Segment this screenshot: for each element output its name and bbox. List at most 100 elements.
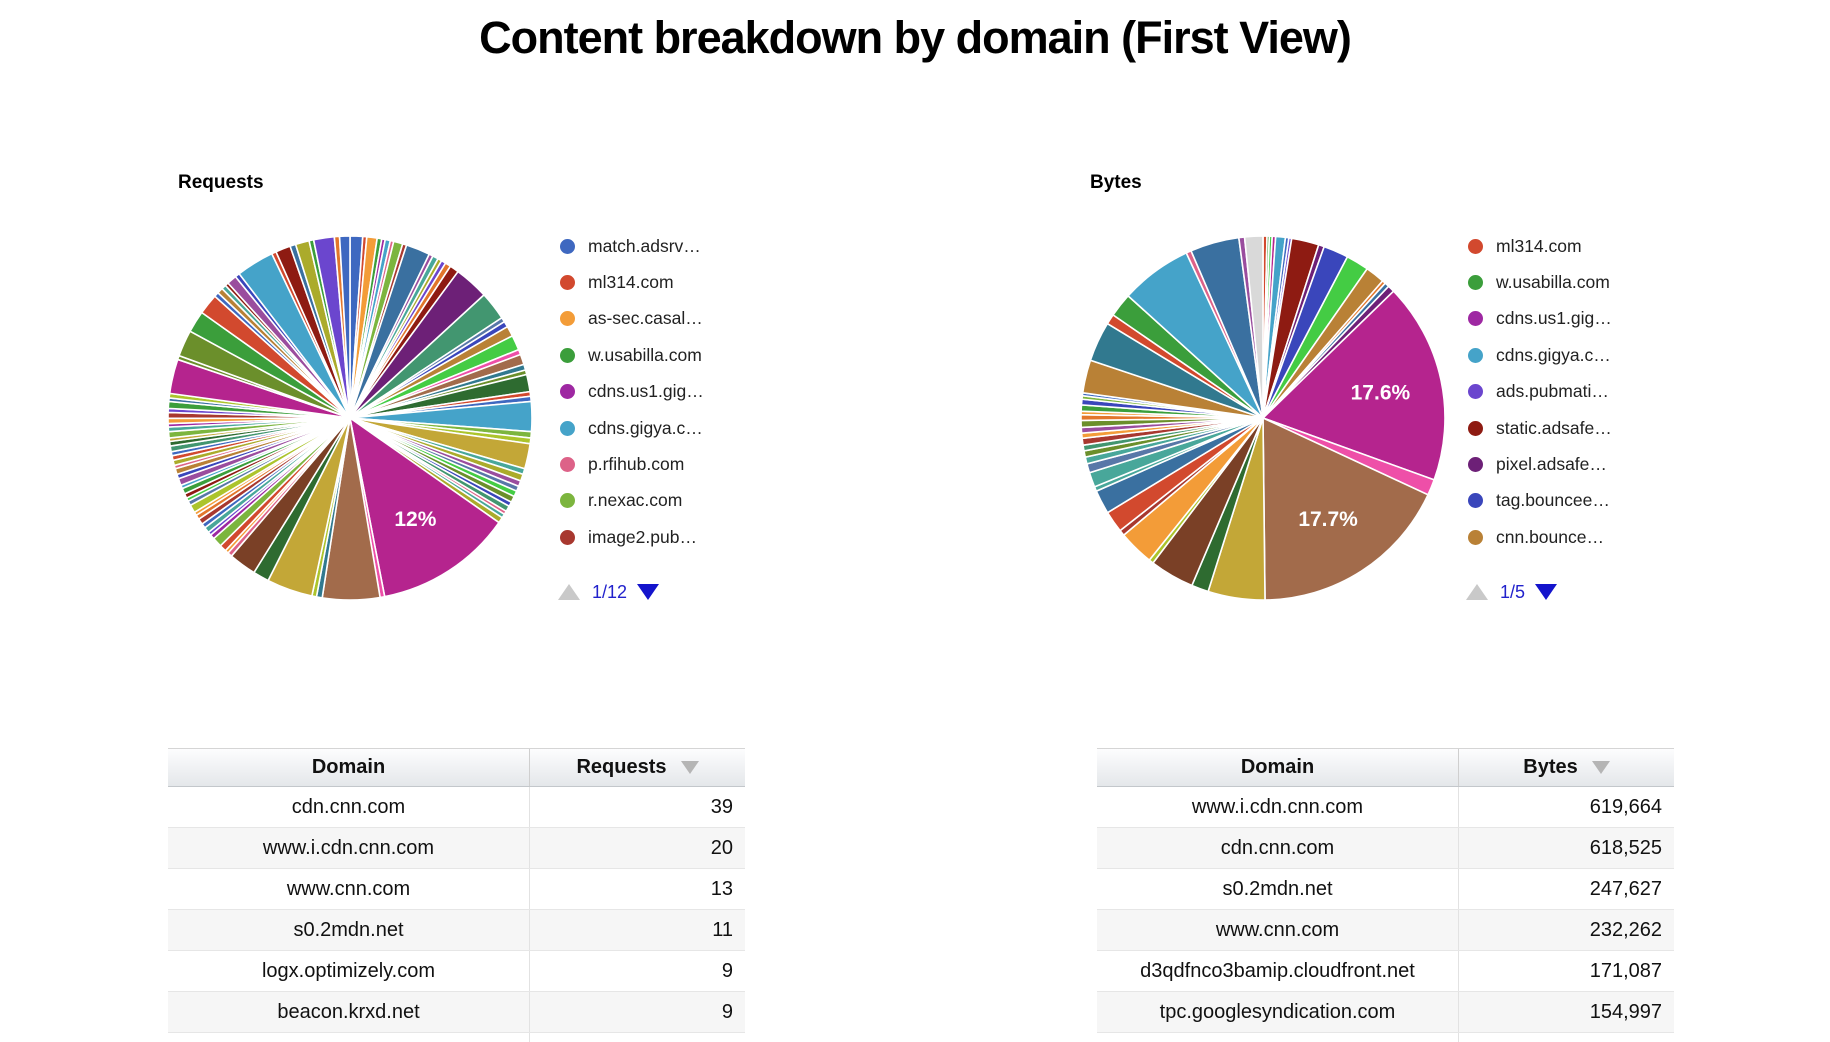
legend-item[interactable]: cdns.us1.gig… [1468, 301, 1653, 337]
table-row[interactable]: www.cnn.com 232,262 [1097, 910, 1674, 951]
bytes-pie-chart[interactable]: 17.6% 17.7% [1076, 231, 1450, 605]
table-row[interactable]: www.i.cdn.cnn.com 20 [168, 828, 745, 869]
legend-item[interactable]: w.usabilla.com [1468, 264, 1653, 300]
legend-label: cdns.us1.gig… [588, 381, 704, 402]
domain-cell: s0.2mdn.net [168, 910, 530, 950]
legend-item[interactable]: ml314.com [560, 264, 745, 300]
legend-dot-icon [560, 347, 575, 363]
legend-label: image2.pub… [588, 526, 697, 547]
requests-table-header: Domain Requests [168, 748, 745, 787]
legend-item[interactable]: image2.pub… [560, 519, 745, 555]
table-row[interactable]: d3qdfnco3bamip.cloudfront.net 171,087 [1097, 951, 1674, 992]
requests-cell: 11 [712, 918, 733, 941]
table-row[interactable]: s0.2mdn.net 11 [168, 910, 745, 951]
legend-label: cnn.bounce… [1496, 526, 1604, 547]
requests-cell: 39 [710, 795, 733, 818]
svg-text:12%: 12% [394, 508, 436, 531]
requests-cell: 9 [721, 959, 733, 982]
legend-item[interactable]: ads.pubmati… [1468, 374, 1653, 410]
domain-cell: www.cnn.com [168, 869, 530, 909]
legend-dot-icon [1468, 493, 1483, 509]
legend-item[interactable]: pixel.adsafe… [1468, 446, 1653, 482]
domain-cell: d3qdfnco3bamip.cloudfront.net [1097, 951, 1459, 991]
legend-item[interactable]: p.rfihub.com [560, 446, 745, 482]
table-row[interactable]: www.i.cdn.cnn.com 619,664 [1097, 787, 1674, 828]
sort-descending-icon [680, 761, 699, 774]
table-row[interactable]: tpc.googlesyndication.com 154,997 [1097, 992, 1674, 1033]
table-row-partial [168, 1033, 745, 1042]
legend-item[interactable]: ml314.com [1468, 228, 1653, 264]
requests-table: Domain Requests cdn.cnn.com 39 www.i.cdn.… [168, 748, 745, 1042]
legend-dot-icon [1468, 420, 1483, 436]
domain-cell: logx.optimizely.com [168, 951, 530, 991]
bytes-cell: 619,664 [1589, 795, 1662, 818]
requests-cell: 20 [710, 836, 733, 859]
legend-item[interactable]: cdns.gigya.c… [1468, 337, 1653, 373]
domain-cell: www.i.cdn.cnn.com [168, 828, 530, 868]
requests-pie-chart[interactable]: 12% [163, 231, 537, 605]
pager-down-icon[interactable] [637, 584, 660, 600]
column-header-bytes[interactable]: Bytes [1459, 749, 1674, 786]
domain-cell: beacon.krxd.net [168, 992, 530, 1032]
table-row[interactable]: logx.optimizely.com 9 [168, 951, 745, 992]
pager-page-indicator: 1/5 [1500, 581, 1526, 602]
table-row[interactable]: cdn.cnn.com 618,525 [1097, 828, 1674, 869]
svg-text:17.6%: 17.6% [1351, 382, 1411, 405]
legend-item[interactable]: static.adsafe… [1468, 410, 1653, 446]
legend-item[interactable]: r.nexac.com [560, 483, 745, 519]
legend-label: cdns.us1.gig… [1496, 308, 1612, 329]
requests-cell: 9 [721, 1000, 733, 1023]
bytes-legend: ml314.com w.usabilla.com cdns.us1.gig… c… [1468, 228, 1653, 556]
legend-label: match.adsrv… [588, 235, 701, 256]
legend-dot-icon [560, 529, 575, 545]
sort-descending-icon [1591, 761, 1610, 774]
pager-down-icon[interactable] [1535, 584, 1558, 600]
legend-label: static.adsafe… [1496, 417, 1612, 438]
page-title: Content breakdown by domain (First View) [479, 12, 1352, 63]
legend-label: ml314.com [588, 272, 674, 293]
pager-up-icon[interactable] [558, 584, 580, 600]
pager-up-icon[interactable] [1466, 584, 1488, 600]
column-header-domain[interactable]: Domain [1097, 749, 1459, 786]
table-row[interactable]: cdn.cnn.com 39 [168, 787, 745, 828]
legend-item[interactable]: w.usabilla.com [560, 337, 745, 373]
bytes-cell: 618,525 [1589, 836, 1662, 859]
bytes-table: Domain Bytes www.i.cdn.cnn.com 619,664 cd… [1097, 748, 1674, 1042]
legend-item[interactable]: cdns.us1.gig… [560, 374, 745, 410]
bytes-cell: 247,627 [1589, 877, 1662, 900]
table-row[interactable]: s0.2mdn.net 247,627 [1097, 869, 1674, 910]
legend-dot-icon [560, 420, 575, 436]
bytes-cell: 232,262 [1589, 918, 1662, 941]
domain-cell: cdn.cnn.com [1097, 828, 1459, 868]
legend-label: r.nexac.com [588, 490, 683, 511]
pager-page-indicator: 1/12 [592, 581, 628, 602]
table-row[interactable]: beacon.krxd.net 9 [168, 992, 745, 1033]
bytes-cell: 171,087 [1589, 959, 1662, 982]
requests-legend: match.adsrv… ml314.com as-sec.casal… w.u… [560, 228, 745, 556]
legend-dot-icon [1468, 275, 1483, 291]
legend-dot-icon [560, 493, 575, 509]
legend-dot-icon [1468, 238, 1483, 254]
column-header-label: Domain [311, 756, 386, 778]
table-row[interactable]: www.cnn.com 13 [168, 869, 745, 910]
bytes-table-header: Domain Bytes [1097, 748, 1674, 787]
legend-dot-icon [1468, 384, 1483, 400]
column-header-domain[interactable]: Domain [168, 749, 530, 786]
legend-dot-icon [560, 311, 575, 327]
legend-item[interactable]: tag.bouncee… [1468, 483, 1653, 519]
legend-item[interactable]: cdns.gigya.c… [560, 410, 745, 446]
column-header-label: Bytes [1523, 756, 1578, 778]
legend-item[interactable]: match.adsrv… [560, 228, 745, 264]
bytes-legend-pager: 1/5 [1466, 580, 1558, 604]
bytes-cell: 154,997 [1589, 1000, 1662, 1023]
domain-cell: cdn.cnn.com [168, 787, 530, 827]
legend-dot-icon [1468, 457, 1483, 473]
svg-text:17.7%: 17.7% [1298, 508, 1358, 531]
legend-item[interactable]: cnn.bounce… [1468, 519, 1653, 555]
column-header-label: Domain [1240, 756, 1315, 778]
column-header-requests[interactable]: Requests [530, 749, 745, 786]
legend-item[interactable]: as-sec.casal… [560, 301, 745, 337]
legend-label: w.usabilla.com [588, 344, 702, 365]
legend-label: tag.bouncee… [1496, 490, 1610, 511]
